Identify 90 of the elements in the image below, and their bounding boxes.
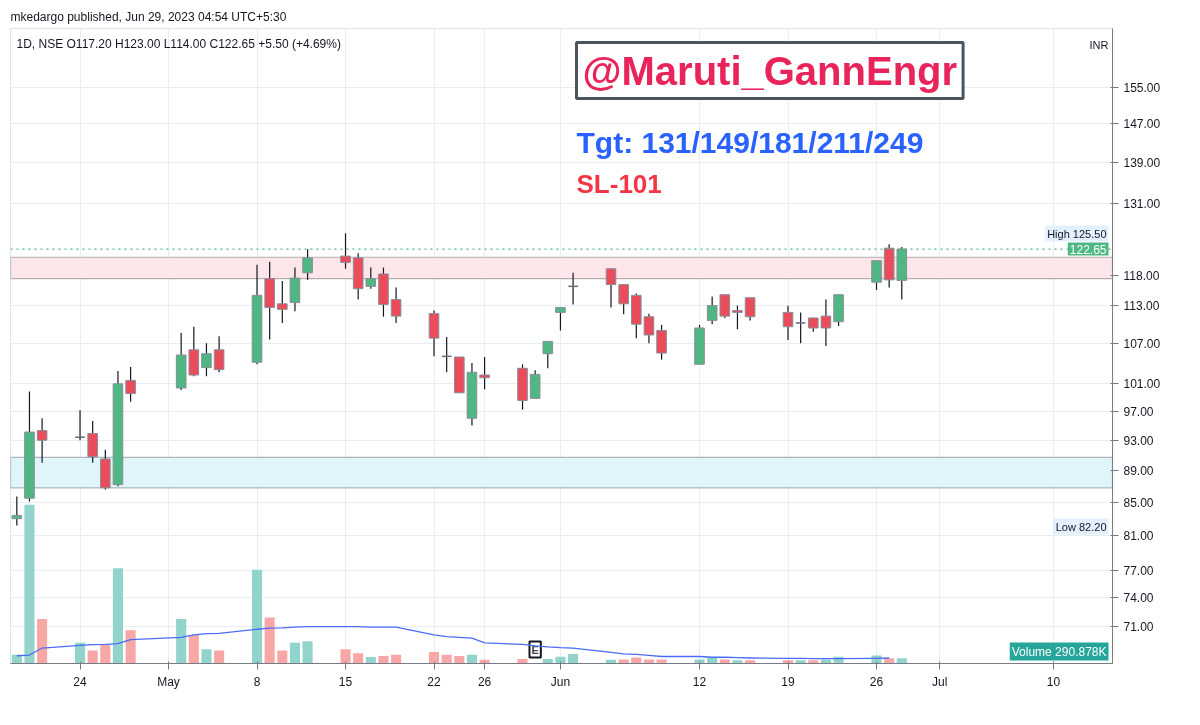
candlestick [732,305,743,330]
x-tick-label: 24 [73,674,88,689]
bar [732,660,743,664]
bar [251,569,263,664]
bar [353,653,364,664]
candlestick [656,324,667,361]
bar [176,619,187,664]
text: mkedargo published, Jun 29, 2023 04:54 UTC+5:30 [10,9,287,24]
bar [24,504,35,664]
bar [454,655,465,664]
candlestick [213,335,225,373]
bar [391,654,402,664]
x-tick-label: 8 [253,674,261,689]
x-tick-label: 12 [692,674,707,689]
bar [289,642,301,664]
bar [428,652,440,664]
x-tick-label: Jun [550,674,571,689]
bar [631,657,642,664]
bar [302,641,313,664]
bar [745,660,756,664]
bar [568,653,579,664]
y-tick-label: 147.00 [1123,117,1161,132]
bar [555,656,566,664]
ref-line-label: 122.65 [1069,242,1107,257]
bar [441,654,452,664]
annotation: SL-101 [576,168,662,199]
bar [188,634,199,664]
bar [37,619,48,664]
bar [264,617,275,664]
y-tick-label: 74.00 [1123,591,1154,606]
candlestick [11,496,23,526]
y-tick-label: 101.00 [1123,376,1161,391]
candlestick [479,356,490,390]
bar [201,649,212,664]
x-tick-label: May [157,674,180,689]
x-tick-label: 10 [1046,674,1061,689]
bar [100,644,111,664]
annotation: E [531,643,539,656]
candlestick [542,340,554,369]
y-tick-label: 113.00 [1123,299,1160,314]
bar [517,658,528,664]
candlestick [618,283,629,315]
bar [214,650,225,664]
bar [782,660,794,664]
x-tick-label: 15 [338,674,353,689]
y-tick-label: 85.00 [1123,495,1154,510]
candlestick [201,342,212,377]
x-tick-label: Jul [932,674,948,689]
y-tick-label: 77.00 [1123,564,1154,579]
annotation: Low 82.20 [1055,520,1107,533]
candlestick [744,297,756,322]
y-tick-label: 139.00 [1123,156,1161,171]
bar [365,656,376,664]
x-tick-label: 22 [427,674,442,689]
annotation: High 125.50 [1047,227,1107,240]
x-tick-label: 26 [869,674,884,689]
annotation: @Maruti_GannEngr [582,48,958,93]
y-axis-title: INR [1089,38,1109,51]
y-tick-label: 155.00 [1123,80,1161,95]
candlestick [795,311,807,344]
bar [87,650,98,664]
candlestick [74,409,86,441]
y-tick-label: 97.00 [1123,404,1154,419]
bar [466,654,478,664]
y-tick-label: 93.00 [1123,433,1154,448]
y-tick-label: 71.00 [1123,620,1154,635]
bar [340,649,351,664]
candlestick [555,306,566,332]
x-tick-label: 26 [477,674,492,689]
y-tick-label: 131.00 [1123,197,1161,212]
y-tick-label: 81.00 [1123,529,1154,544]
candlestick [782,305,794,341]
candlestick [277,280,288,324]
bar [277,650,288,664]
candlestick [125,366,136,403]
x-tick-label: 19 [781,674,796,689]
bar [808,660,819,664]
annotation: Tgt: 131/149/181/211/249 [576,125,924,159]
bar [795,660,806,664]
candlestick [390,286,402,324]
bar [112,568,124,664]
bar [74,642,86,664]
text: 1D, NSE O117.20 H123.00 L114.00 C122.65 +5.50 (+4.69%) [16,36,341,51]
bar [896,658,907,664]
bar [125,630,136,664]
y-tick-label: 118.00 [1123,269,1160,284]
bar [378,655,389,664]
annotation: Volume 290.878K [1011,644,1107,659]
y-tick-label: 107.00 [1123,336,1161,351]
y-tick-label: 89.00 [1123,464,1154,479]
